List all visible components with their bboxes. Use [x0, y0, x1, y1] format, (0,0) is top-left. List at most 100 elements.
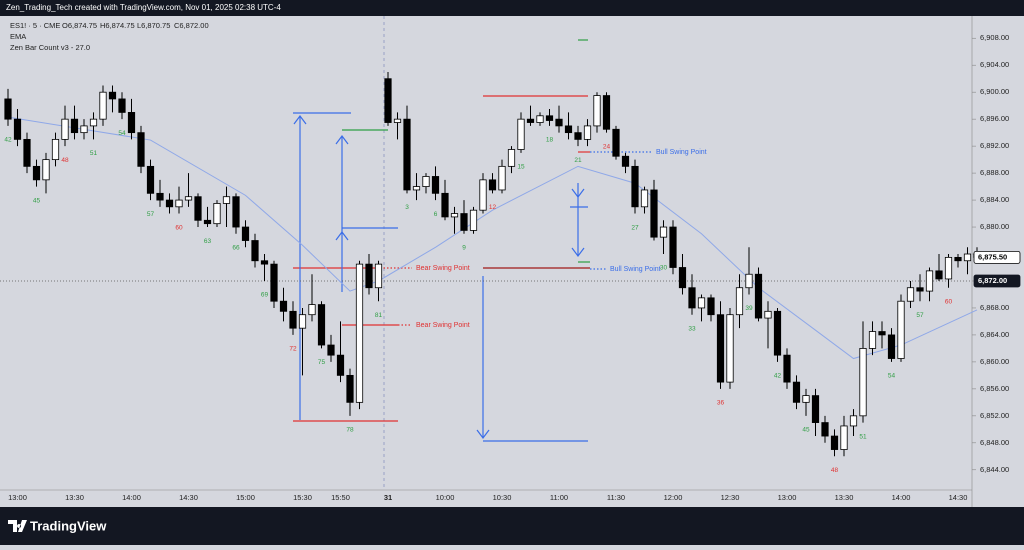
candle-body: [583, 125, 592, 140]
candle-body: [792, 381, 801, 403]
candle-body: [355, 263, 364, 403]
candle-body: [859, 348, 867, 417]
candle-body: [593, 95, 601, 127]
candle-body: [184, 196, 193, 201]
candle-body: [602, 95, 611, 130]
bar-count: 57: [916, 312, 924, 319]
candle-body: [431, 176, 440, 194]
candle-body: [165, 199, 174, 208]
candle-body: [735, 287, 744, 316]
candle-body: [849, 415, 858, 427]
candle-body: [678, 267, 687, 289]
indicator[interactable]: Zen Bar Count v3 - 27.0: [10, 43, 90, 52]
candle-body: [308, 304, 316, 316]
indicator[interactable]: EMA: [10, 32, 26, 41]
bar-count: 69: [261, 292, 269, 299]
arrow-head: [293, 115, 307, 125]
candle-body: [526, 118, 535, 123]
arrow-head: [335, 231, 349, 241]
bar-count: 54: [118, 130, 126, 137]
x-tick-label: 11:30: [607, 493, 625, 502]
bar-count: 18: [546, 137, 554, 144]
y-tick-label: 6,884.00: [980, 195, 1009, 204]
bar-count: 45: [33, 197, 41, 204]
arrow-head: [335, 135, 349, 145]
candle-body: [963, 253, 972, 262]
ohlc: C6,872.00: [174, 21, 209, 30]
candle-body: [802, 395, 810, 403]
y-tick-label: 6,848.00: [980, 438, 1009, 447]
x-tick-label: 13:00: [778, 493, 797, 502]
swing-label: Bear Swing Point: [416, 322, 470, 329]
candle-body: [840, 425, 848, 450]
candle-body: [270, 263, 278, 302]
bar-count: 48: [831, 467, 839, 474]
candle-body: [555, 118, 563, 127]
candle-body: [650, 189, 658, 238]
candle-body: [574, 132, 582, 140]
bar-count: 42: [4, 137, 12, 144]
candle-body: [745, 273, 753, 289]
candle-body: [213, 203, 221, 225]
candle-body: [42, 159, 50, 181]
x-tick-label: 12:00: [664, 493, 683, 502]
candle-body: [536, 115, 544, 123]
bar-count: 75: [318, 359, 326, 366]
candle-body: [811, 395, 820, 423]
candle-body: [564, 125, 573, 134]
top-bar: [0, 0, 1024, 16]
y-tick-label: 6,896.00: [980, 114, 1009, 123]
candle-body: [716, 314, 725, 383]
candle-body: [878, 331, 886, 336]
candle-body: [498, 165, 506, 191]
bar-count: 33: [688, 325, 696, 332]
y-tick-label: 6,888.00: [980, 168, 1009, 177]
bar-count: 60: [945, 298, 953, 305]
y-tick-label: 6,900.00: [980, 87, 1009, 96]
candle-body: [70, 118, 79, 134]
candle-body: [241, 226, 250, 241]
candle-body: [659, 226, 668, 238]
candle-body: [507, 149, 516, 167]
swing-label: Bear Swing Point: [416, 265, 470, 272]
candle-body: [80, 125, 88, 134]
x-tick-label: 14:00: [122, 493, 141, 502]
candle-body: [222, 196, 231, 204]
swing-label: Bull Swing Point: [610, 266, 661, 273]
candle-body: [612, 128, 620, 157]
ohlc: H6,874.75: [100, 21, 135, 30]
candle-body: [89, 118, 98, 127]
candle-body: [764, 310, 772, 319]
candle-body: [640, 189, 649, 208]
bar-count: 12: [489, 204, 497, 211]
bar-count: 21: [574, 157, 582, 164]
bar-count: 63: [204, 238, 212, 245]
candle-body: [118, 98, 126, 113]
price-tag: [973, 274, 1021, 288]
y-tick-label: 6,880.00: [980, 222, 1009, 231]
x-tick-label: 13:30: [65, 493, 84, 502]
drawings: [293, 39, 652, 442]
x-tick-label: 13:30: [835, 493, 854, 502]
candle-body: [821, 422, 829, 437]
bar-count: 3: [405, 204, 409, 211]
bar-count: 15: [517, 164, 525, 171]
candle-body: [99, 91, 107, 120]
candle-body: [374, 263, 383, 289]
candle-body: [13, 118, 22, 140]
bar-count: 78: [346, 427, 354, 434]
x-tick-label: 12:30: [721, 493, 740, 502]
candle-body: [450, 213, 459, 218]
ohlc: O6,874.75: [62, 21, 97, 30]
candle-body: [944, 256, 953, 280]
bar-count: 30: [660, 265, 668, 272]
candle-body: [935, 270, 943, 280]
price-tag-label: 6,872.00: [978, 276, 1007, 285]
candle-body: [175, 199, 183, 208]
candle-body: [488, 179, 497, 191]
candle-body: [726, 314, 734, 383]
candle-body: [403, 118, 411, 191]
bar-count: 27: [631, 224, 639, 231]
